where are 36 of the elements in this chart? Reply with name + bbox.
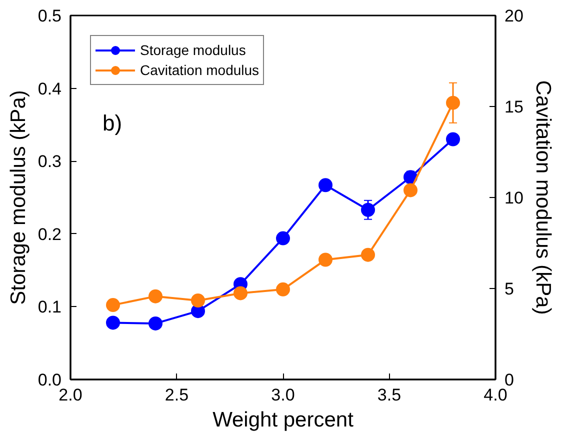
point: [106, 316, 120, 330]
point: [191, 294, 205, 308]
legend-label: Cavitation modulus: [140, 62, 260, 78]
point: [446, 96, 460, 110]
x-tick-label: 3.0: [271, 386, 295, 404]
point: [276, 231, 290, 246]
y2-tick-label: 10: [504, 188, 524, 208]
point: [106, 298, 120, 312]
point: [318, 252, 332, 267]
y2-axis-title: Cavitation modulus (kPa): [531, 80, 554, 315]
y-tick-label: 0.4: [38, 79, 62, 98]
x-tick-label: 2.5: [164, 386, 189, 404]
point: [404, 183, 418, 198]
y-tick-label: 0.1: [38, 298, 62, 317]
y-tick-label: 0.2: [38, 224, 62, 244]
x-tick-label: 3.5: [377, 386, 402, 404]
annotation: b): [102, 110, 122, 136]
y2-tick-label: 0: [504, 370, 514, 390]
point: [404, 170, 418, 184]
y2-tick-label: 5: [504, 280, 514, 298]
x-tick-label: 4.0: [484, 386, 508, 404]
x-axis-title: Weight percent: [212, 408, 354, 432]
point: [276, 282, 290, 296]
y-axis-title: Storage modulus (kPa): [6, 90, 30, 305]
point: [234, 286, 248, 300]
point: [148, 316, 162, 330]
point: [361, 202, 375, 217]
y-tick-label: 0.5: [38, 6, 62, 26]
point: [361, 248, 375, 262]
y-tick-label: 0.3: [38, 152, 62, 172]
legend-label: Storage modulus: [140, 42, 246, 58]
y2-tick-label: 15: [504, 98, 524, 116]
point: [446, 132, 460, 146]
point: [318, 178, 332, 192]
point: [148, 289, 162, 304]
y2-tick-label: 20: [504, 6, 524, 26]
